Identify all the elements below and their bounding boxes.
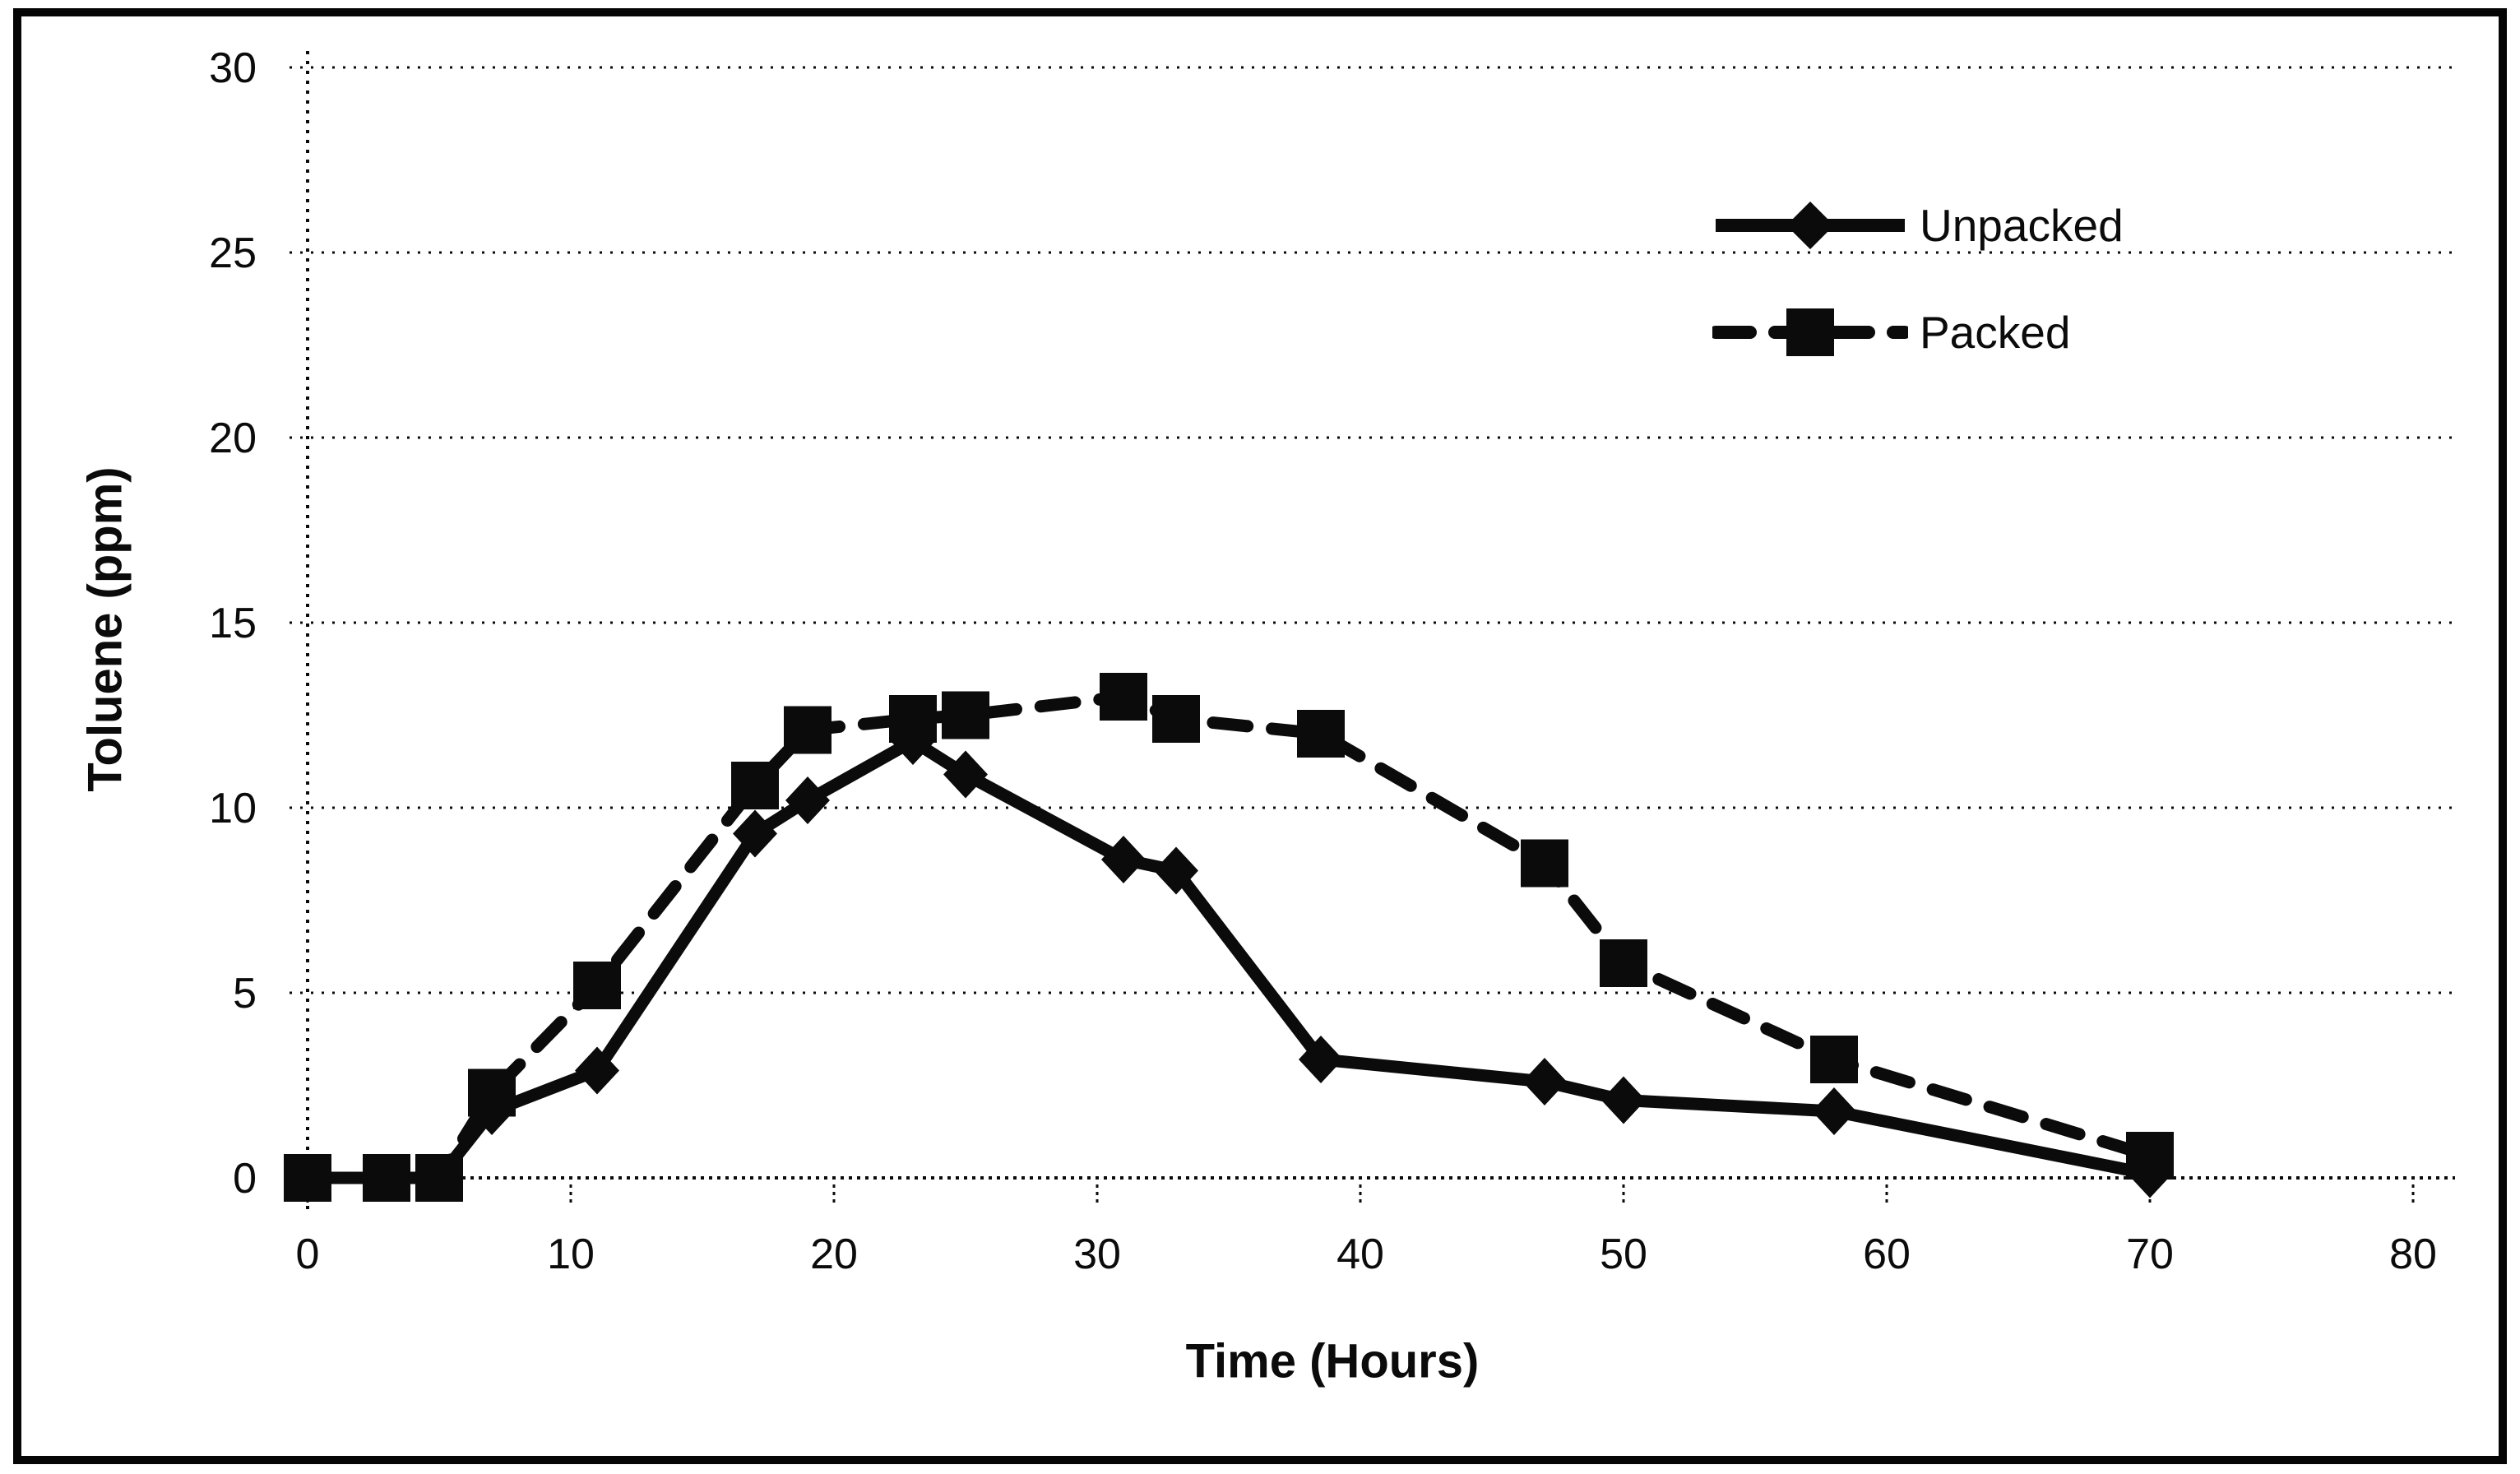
marker-unpacked-19: [785, 776, 830, 824]
marker-packed-58: [1810, 1036, 1858, 1083]
legend-item-unpacked: Unpacked: [1712, 200, 2124, 251]
marker-unpacked-25: [943, 750, 988, 799]
marker-packed-17: [731, 762, 779, 809]
marker-packed-70: [2126, 1132, 2174, 1180]
marker-packed-3: [363, 1154, 410, 1202]
marker-packed-31: [1100, 673, 1147, 721]
packed-line-marker-icon: [1712, 308, 1908, 356]
y-tick-label-5: 5: [233, 970, 257, 1017]
marker-packed-23: [889, 695, 937, 743]
y-tick-label-20: 20: [209, 415, 257, 462]
marker-packed-47: [1521, 839, 1568, 888]
x-tick-label-10: 10: [547, 1231, 595, 1278]
marker-unpacked-50: [1601, 1076, 1646, 1124]
marker-packed-50: [1600, 939, 1647, 987]
y-axis-title: Toluene (ppm): [78, 466, 132, 792]
x-tick-label-0: 0: [296, 1231, 320, 1278]
x-tick-label-80: 80: [2389, 1231, 2437, 1278]
marker-packed-7: [468, 1068, 516, 1117]
figure-frame: [13, 8, 2507, 1464]
y-tick-label-25: 25: [209, 229, 257, 277]
x-tick-label-70: 70: [2126, 1231, 2174, 1278]
marker-unpacked-33: [1154, 846, 1198, 895]
x-tick-label-20: 20: [810, 1231, 858, 1278]
marker-packed-0: [284, 1154, 331, 1202]
marker-unpacked-58: [1812, 1087, 1856, 1135]
legend-item-packed: Packed: [1712, 307, 2124, 358]
y-tick-label-15: 15: [209, 600, 257, 647]
legend-label-unpacked: Unpacked: [1920, 200, 2124, 251]
legend-label-packed: Packed: [1920, 307, 2071, 358]
series-line-unpacked: [301, 735, 2156, 1184]
marker-unpacked-17: [733, 809, 777, 858]
legend: Unpacked Packed: [1712, 200, 2124, 358]
unpacked-line-marker-icon: [1716, 202, 1905, 249]
marker-unpacked-11: [575, 1046, 619, 1095]
marker-packed-19: [784, 706, 832, 754]
x-tick-label-40: 40: [1336, 1231, 1384, 1278]
marker-packed-38.5: [1297, 710, 1345, 758]
marker-unpacked-47: [1522, 1058, 1567, 1106]
marker-packed-25: [942, 691, 989, 739]
marker-unpacked-38.5: [1299, 1036, 1343, 1083]
x-tick-label-50: 50: [1600, 1231, 1647, 1278]
marker-packed-5: [415, 1154, 463, 1202]
x-tick-label-60: 60: [1863, 1231, 1911, 1278]
marker-packed-33: [1152, 695, 1200, 743]
y-tick-label-0: 0: [233, 1155, 257, 1203]
marker-packed-11: [573, 962, 621, 1009]
series-line-packed: [301, 690, 2156, 1184]
y-tick-label-10: 10: [209, 785, 257, 832]
x-tick-label-30: 30: [1073, 1231, 1121, 1278]
y-tick-label-30: 30: [209, 44, 257, 92]
marker-unpacked-31: [1101, 836, 1146, 883]
x-axis-title: Time (Hours): [1185, 1334, 1480, 1388]
